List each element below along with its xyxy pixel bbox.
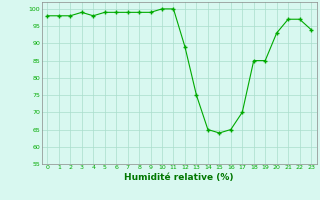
- X-axis label: Humidité relative (%): Humidité relative (%): [124, 173, 234, 182]
